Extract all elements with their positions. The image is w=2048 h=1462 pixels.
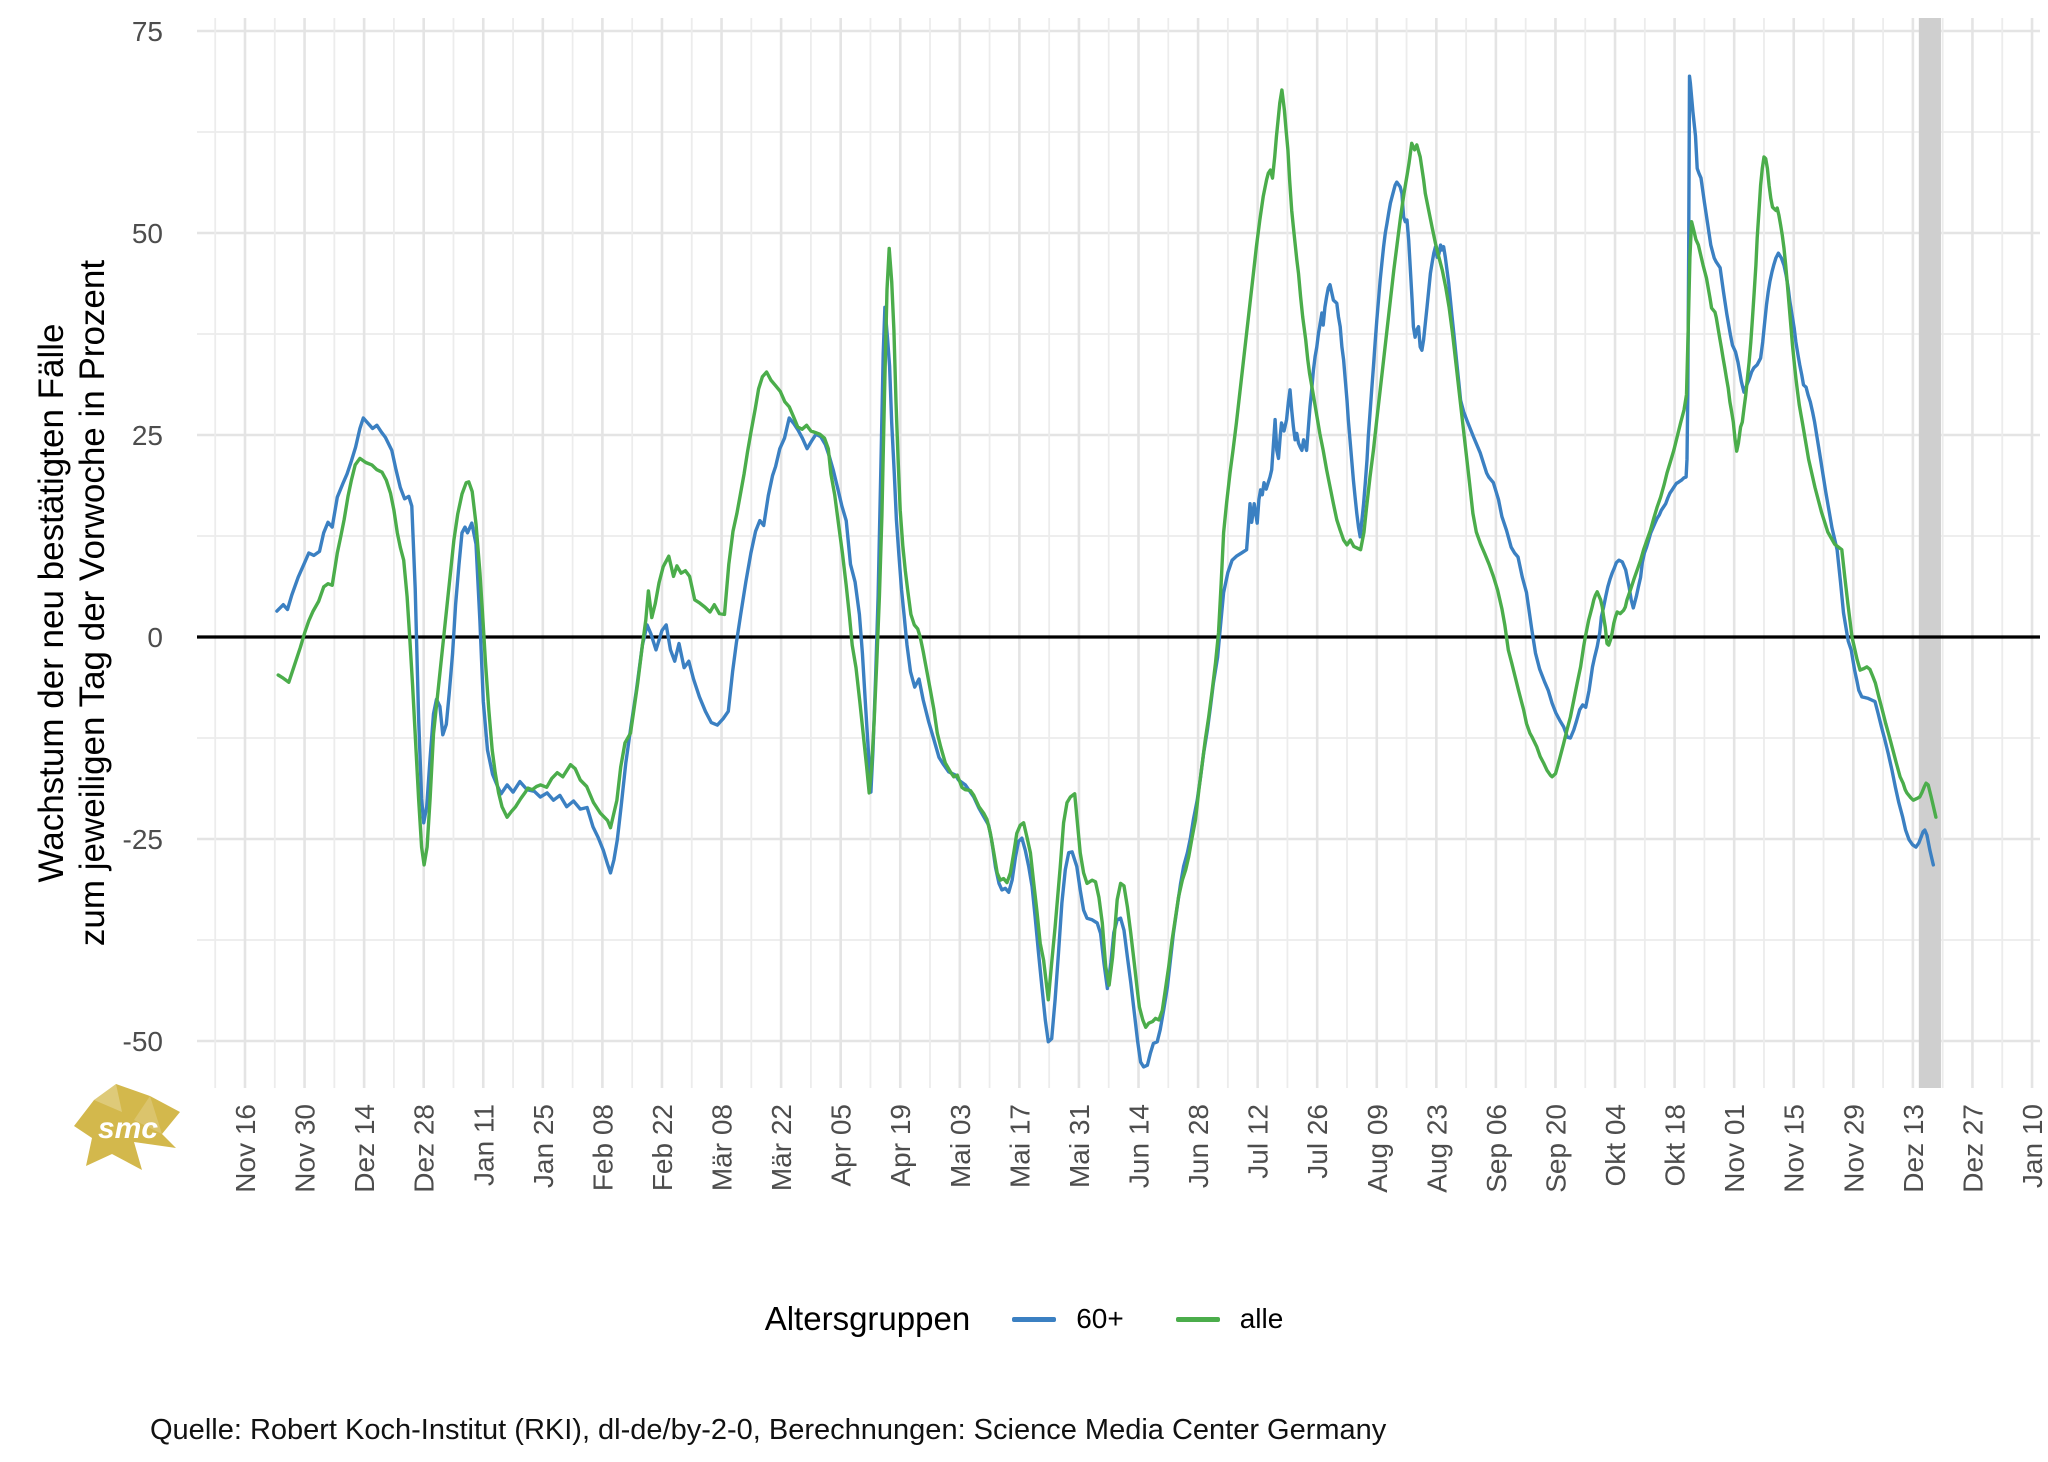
x-tick-label: Dez 14 — [349, 1104, 380, 1193]
x-tick-label: Jan 10 — [2017, 1104, 2048, 1188]
x-tick-label: Apr 19 — [885, 1104, 916, 1187]
x-tick-label: Feb 08 — [587, 1104, 618, 1191]
smc-logo: smc — [72, 1082, 184, 1187]
legend-label-alle: alle — [1239, 1303, 1284, 1334]
series-line-alle — [276, 88, 1938, 1030]
x-tick-label: Apr 05 — [826, 1104, 857, 1187]
x-tick-label: Feb 22 — [647, 1104, 678, 1191]
y-tick-label: 0 — [147, 622, 163, 653]
x-tick-label: Sep 20 — [1540, 1104, 1571, 1193]
x-tick-label: Jun 28 — [1183, 1104, 1214, 1188]
legend-swatch-alle-line — [1175, 1316, 1220, 1322]
x-tick-label: Okt 18 — [1660, 1104, 1691, 1186]
legend-swatch-60plus-line — [1012, 1316, 1057, 1322]
provisional-data-band — [1918, 18, 1941, 1088]
x-tick-label: Nov 29 — [1838, 1104, 1869, 1193]
legend-label-60plus: 60+ — [1076, 1303, 1124, 1334]
x-tick-label: Okt 04 — [1600, 1104, 1631, 1186]
x-tick-label: Jan 25 — [528, 1104, 559, 1188]
y-tick-label: 50 — [132, 218, 163, 249]
x-tick-label: Jun 14 — [1124, 1104, 1155, 1188]
series-line-60plus — [275, 74, 1936, 1069]
legend-item-60plus: 60+ — [1012, 1303, 1124, 1335]
x-tick-label: Aug 09 — [1362, 1104, 1393, 1193]
y-axis-title: Wachstum der neu bestätigten Fälle zum j… — [31, 63, 113, 1143]
x-tick-label: Dez 28 — [409, 1104, 440, 1193]
x-axis-tick-labels: Nov 16 Nov 30 Dez 14 Dez 28 Jan 11 Jan 25 Feb … — [230, 1104, 2048, 1193]
x-tick-label: Dez 27 — [1957, 1104, 1988, 1193]
legend: Altersgruppen 60+ alle — [0, 1300, 2048, 1338]
growth-line-chart: 75 50 25 0 -25 -50 Nov 16 Nov 30 Dez 14 Dez 28 Jan… — [123, 16, 2048, 1193]
x-tick-label: Dez 13 — [1898, 1104, 1929, 1193]
y-axis-title-line1: Wachstum der neu bestätigten Fälle — [32, 323, 71, 883]
source-caption: Quelle: Robert Koch-Institut (RKI), dl-d… — [150, 1414, 1387, 1446]
x-tick-label: Aug 23 — [1421, 1104, 1452, 1193]
x-tick-label: Jul 12 — [1243, 1104, 1274, 1179]
y-axis-tick-labels: 75 50 25 0 -25 -50 — [123, 16, 163, 1057]
x-tick-label: Jul 26 — [1302, 1104, 1333, 1179]
x-tick-label: Mai 31 — [1064, 1104, 1095, 1188]
smc-logo-mark: smc — [74, 1084, 180, 1170]
gridlines — [197, 18, 2040, 1088]
y-axis-title-line2: zum jeweiligen Tag der Vorwoche in Proze… — [73, 259, 112, 947]
x-tick-label: Mai 03 — [945, 1104, 976, 1188]
x-tick-label: Jan 11 — [468, 1104, 499, 1186]
y-tick-label: 75 — [132, 16, 163, 47]
x-tick-label: Nov 01 — [1719, 1104, 1750, 1193]
legend-item-alle: alle — [1175, 1303, 1284, 1335]
x-tick-label: Mär 08 — [707, 1104, 738, 1191]
y-tick-label: 25 — [132, 420, 163, 451]
x-tick-label: Nov 15 — [1779, 1104, 1810, 1193]
x-tick-label: Nov 16 — [230, 1104, 261, 1193]
x-tick-label: Nov 30 — [290, 1104, 321, 1193]
y-tick-label: -50 — [123, 1026, 163, 1057]
legend-title: Altersgruppen — [764, 1300, 971, 1337]
y-tick-label: -25 — [123, 824, 163, 855]
smc-logo-text: smc — [98, 1112, 158, 1145]
x-tick-label: Mär 22 — [766, 1104, 797, 1191]
x-tick-label: Mai 17 — [1004, 1104, 1035, 1188]
x-tick-label: Sep 06 — [1481, 1104, 1512, 1193]
